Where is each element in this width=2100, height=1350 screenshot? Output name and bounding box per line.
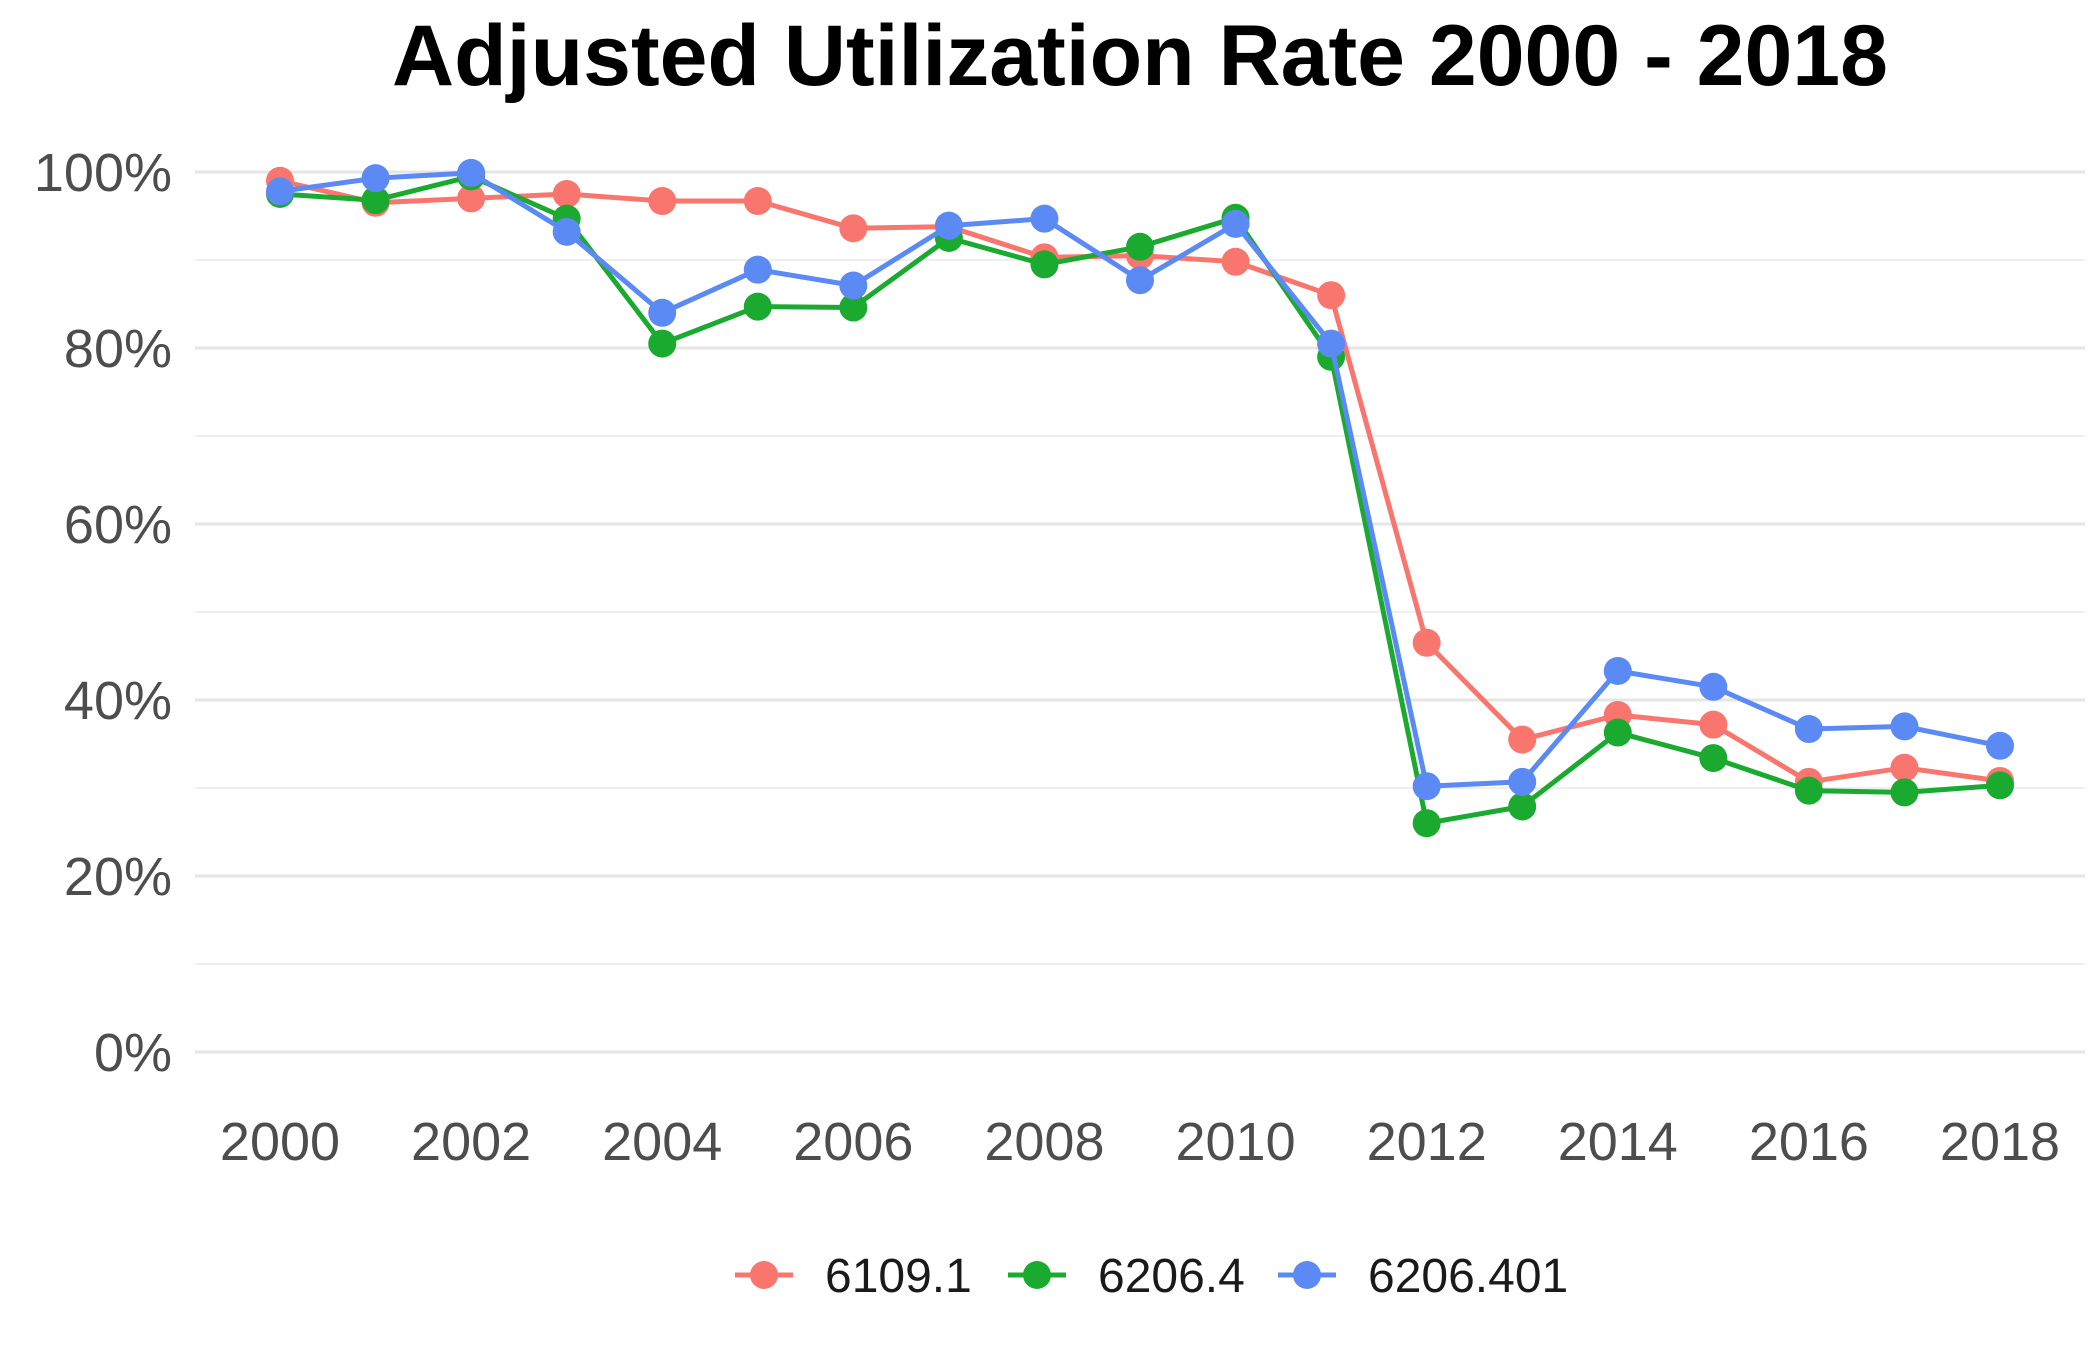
- data-point: [839, 214, 868, 243]
- y-tick-label: 100%: [34, 143, 172, 203]
- data-point: [1030, 250, 1059, 279]
- y-tick-label: 80%: [64, 319, 172, 379]
- data-point: [1317, 329, 1346, 358]
- data-point: [1986, 731, 2014, 760]
- data-point: [1890, 753, 1919, 782]
- data-point: [1699, 710, 1728, 739]
- data-point: [648, 298, 677, 327]
- legend-marker: [750, 1261, 778, 1289]
- legend-marker: [1293, 1261, 1321, 1289]
- legend-item: 6206.401: [1278, 1250, 1568, 1303]
- x-tick-label: 2014: [1558, 1112, 1678, 1172]
- gridlines: [195, 170, 2085, 1054]
- x-tick-label: 2000: [220, 1112, 340, 1172]
- data-point: [1890, 712, 1919, 741]
- data-point: [457, 184, 486, 213]
- data-point: [648, 187, 677, 216]
- x-axis: 2000 2002 2004 2006 2008 2010 2012 2014 2016 2018: [220, 1112, 2060, 1172]
- x-tick-label: 2004: [602, 1112, 722, 1172]
- x-tick-label: 2002: [411, 1112, 531, 1172]
- data-point: [839, 293, 868, 322]
- y-axis: 0% 20% 40% 60% 80% 100%: [34, 143, 172, 1083]
- data-point: [361, 164, 390, 193]
- data-point: [552, 180, 581, 208]
- legend-item: 6206.4: [1008, 1250, 1245, 1303]
- data-point: [1412, 809, 1441, 838]
- legend-label: 6109.1: [825, 1250, 972, 1303]
- data-point: [1794, 776, 1823, 805]
- chart-title: Adjusted Utilization Rate 2000 - 2018: [392, 8, 1888, 104]
- data-point: [839, 271, 868, 300]
- data-point: [648, 329, 677, 358]
- x-tick-label: 2018: [1940, 1112, 2060, 1172]
- data-point: [934, 211, 963, 240]
- data-point: [1508, 725, 1537, 754]
- y-tick-label: 0%: [94, 1023, 172, 1083]
- data-point: [743, 292, 772, 321]
- y-tick-label: 20%: [64, 847, 172, 907]
- legend-label: 6206.401: [1368, 1250, 1568, 1303]
- data-point: [266, 177, 294, 206]
- data-point: [743, 255, 772, 284]
- data-point: [1317, 281, 1346, 310]
- data-point: [1126, 266, 1154, 295]
- legend-item: 6109.1: [735, 1250, 972, 1303]
- legend: 6109.1 6206.4 6206.401: [735, 1250, 1568, 1303]
- x-tick-label: 2008: [984, 1112, 1104, 1172]
- series-layer: [266, 158, 2014, 838]
- data-point: [743, 187, 772, 216]
- data-point: [1699, 672, 1728, 701]
- legend-marker: [1023, 1261, 1051, 1289]
- data-point: [1890, 778, 1919, 807]
- data-point: [361, 186, 390, 215]
- data-point: [1412, 628, 1441, 657]
- series-6206-401: [266, 158, 2014, 801]
- legend-label: 6206.4: [1098, 1250, 1245, 1303]
- x-tick-label: 2016: [1749, 1112, 1869, 1172]
- data-point: [1508, 767, 1537, 796]
- data-point: [1699, 744, 1728, 773]
- data-point: [1603, 656, 1632, 685]
- data-point: [1603, 718, 1632, 747]
- y-tick-label: 40%: [64, 671, 172, 731]
- x-tick-label: 2006: [793, 1112, 913, 1172]
- x-tick-label: 2010: [1175, 1112, 1295, 1172]
- y-tick-label: 60%: [64, 495, 172, 555]
- data-point: [1986, 771, 2014, 800]
- data-point: [1221, 209, 1250, 238]
- data-point: [1030, 204, 1059, 233]
- data-point: [457, 158, 486, 187]
- data-point: [1794, 715, 1823, 744]
- data-point: [552, 217, 581, 246]
- data-point: [1508, 792, 1537, 821]
- data-point: [1221, 247, 1250, 276]
- data-point: [1412, 772, 1441, 801]
- data-point: [1126, 232, 1154, 261]
- x-tick-label: 2012: [1367, 1112, 1487, 1172]
